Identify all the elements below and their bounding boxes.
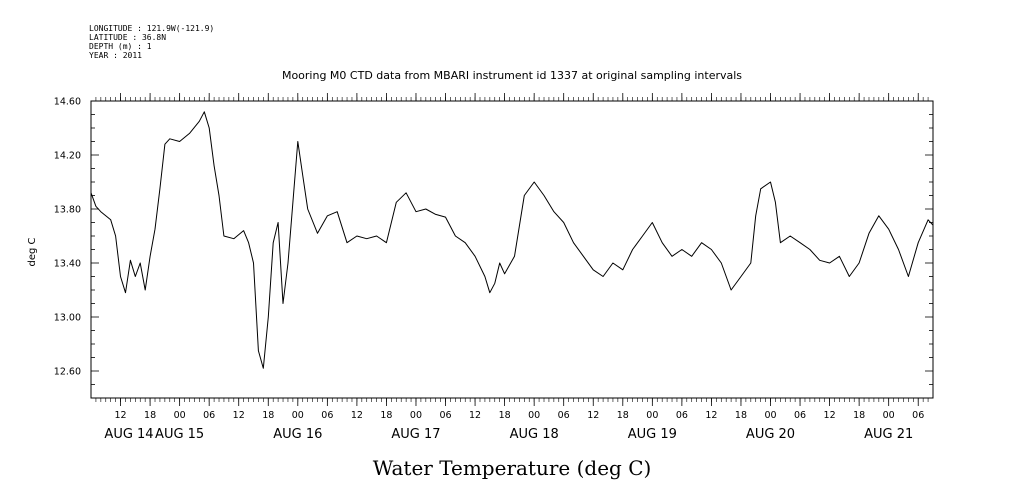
x-day-label: AUG 18 [510,427,559,442]
x-hour-label: 06 [321,410,333,421]
y-axis-tick-labels: 12.60 13.00 13.40 13.80 14.20 14.60 [54,97,81,378]
minor-ticks [95,97,929,402]
x-hour-label: 18 [380,410,392,421]
x-axis-hour-labels: 12 18 00 06 12 18 00 06 12 18 00 06 12 18 00 06 12 18 00 06… [114,410,924,421]
plot-frame [90,100,934,399]
x-hour-label: 00 [883,410,895,421]
y-axis-label: deg C [27,237,38,266]
series-line [90,111,934,369]
y-tick-label: 14.20 [54,151,81,162]
x-hour-label: 06 [558,410,570,421]
chart-title: Mooring M0 CTD data from MBARI instrumen… [282,69,742,82]
y-axis-ticks [91,100,933,399]
x-hour-label: 18 [617,410,629,421]
x-hour-label: 18 [499,410,511,421]
x-axis-label: Water Temperature (deg C) [373,456,652,480]
x-hour-label: 00 [528,410,540,421]
x-axis-day-labels: AUG 14 AUG 15 AUG 16 AUG 17 AUG 18 AUG 19 AUG … [104,427,913,442]
x-hour-label: 06 [912,410,924,421]
x-hour-label: 18 [262,410,274,421]
x-hour-label: 12 [587,410,599,421]
y-tick-label: 13.00 [54,313,81,324]
y-tick-label: 14.60 [54,97,81,108]
x-day-label: AUG 17 [391,427,440,442]
x-hour-label: 18 [853,410,865,421]
x-day-label: AUG 21 [864,427,913,442]
x-day-label: AUG 20 [746,427,795,442]
x-axis-ticks [120,93,919,406]
x-hour-label: 06 [676,410,688,421]
y-tick-label: 13.40 [54,259,81,270]
x-hour-label: 12 [233,410,245,421]
y-tick-label: 12.60 [54,367,81,378]
x-hour-label: 12 [824,410,836,421]
x-hour-label: 00 [292,410,304,421]
x-day-label: AUG 19 [628,427,677,442]
x-hour-label: 06 [439,410,451,421]
header-year: YEAR : 2011 [89,51,142,60]
x-hour-label: 12 [469,410,481,421]
x-hour-label: 12 [351,410,363,421]
header-latitude: LATITUDE : 36.8N [89,33,166,42]
x-hour-label: 00 [764,410,776,421]
x-hour-label: 00 [646,410,658,421]
x-hour-label: 06 [794,410,806,421]
x-hour-label: 06 [203,410,215,421]
series-group [90,111,934,369]
x-hour-label: 18 [735,410,747,421]
x-day-label: AUG 15 [155,427,204,442]
x-hour-label: 12 [114,410,126,421]
x-day-label: AUG 14 [104,427,153,442]
x-hour-label: 18 [144,410,156,421]
x-hour-label: 12 [705,410,717,421]
x-hour-label: 00 [410,410,422,421]
header-longitude: LONGITUDE : 121.9W(-121.9) [89,24,214,33]
x-hour-label: 00 [174,410,186,421]
y-tick-label: 13.80 [54,205,81,216]
x-day-label: AUG 16 [273,427,322,442]
header-depth: DEPTH (m) : 1 [89,42,152,51]
